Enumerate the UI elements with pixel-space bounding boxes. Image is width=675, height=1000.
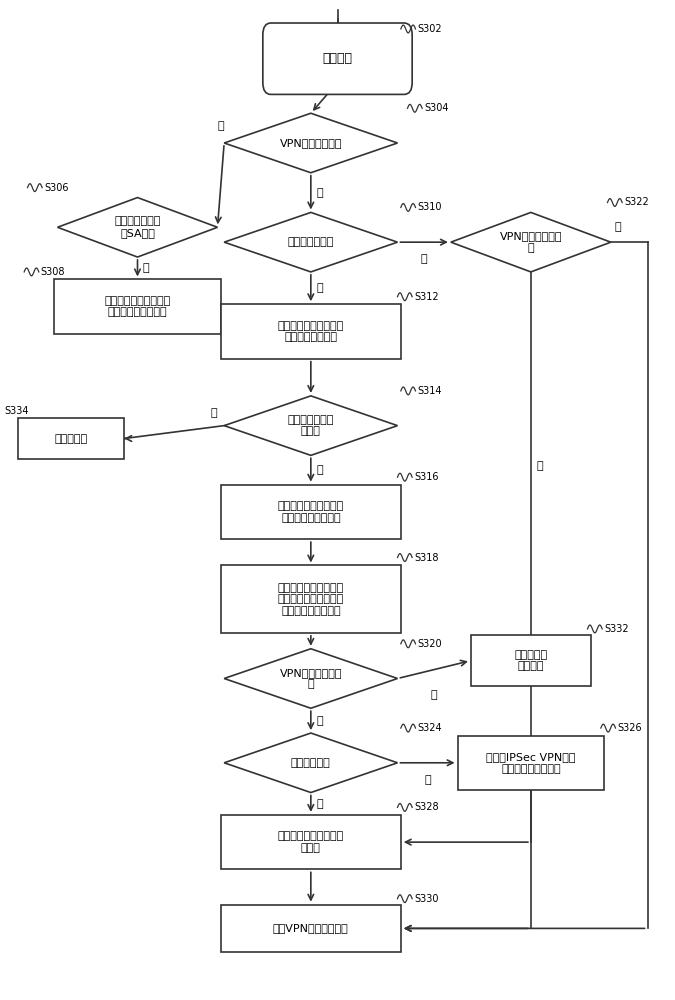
Text: 状态包过滤模块建立状
态表，包括正向和反向
连接信息和隧道信息: 状态包过滤模块建立状 态表，包括正向和反向 连接信息和隧道信息	[277, 583, 344, 616]
Text: VPN解密后的数据
包: VPN解密后的数据 包	[279, 668, 342, 689]
Text: S312: S312	[414, 292, 439, 302]
FancyBboxPatch shape	[221, 304, 401, 359]
Text: 隧道已经建立: 隧道已经建立	[291, 758, 331, 768]
Text: 是: 是	[143, 263, 149, 273]
Text: S302: S302	[418, 24, 442, 34]
FancyBboxPatch shape	[263, 23, 412, 94]
Text: S304: S304	[424, 103, 449, 113]
Text: S334: S334	[4, 406, 28, 416]
Text: 查询状态表成功: 查询状态表成功	[288, 237, 334, 247]
FancyBboxPatch shape	[221, 815, 401, 869]
Text: S316: S316	[414, 472, 439, 482]
Text: 是: 是	[536, 461, 543, 471]
Text: 否: 否	[316, 188, 323, 198]
Text: 否: 否	[316, 283, 323, 293]
Text: 工控协议且规则
为允许: 工控协议且规则 为允许	[288, 415, 334, 436]
Text: S310: S310	[418, 202, 442, 212]
Text: 按照《IPSec VPN技术
规范》进行隧道协商: 按照《IPSec VPN技术 规范》进行隧道协商	[486, 752, 576, 774]
Text: 是: 是	[217, 121, 224, 131]
Text: 按照VPN路由进行转发: 按照VPN路由进行转发	[273, 923, 349, 933]
FancyBboxPatch shape	[54, 279, 221, 334]
Text: S314: S314	[418, 386, 442, 396]
Text: VPN解密后的数据
包: VPN解密后的数据 包	[500, 231, 562, 253]
FancyBboxPatch shape	[221, 565, 401, 633]
Text: S308: S308	[40, 267, 65, 277]
FancyBboxPatch shape	[458, 736, 604, 790]
Text: 否: 否	[614, 222, 621, 232]
Polygon shape	[224, 649, 398, 708]
Text: 否: 否	[316, 716, 323, 726]
Text: 查询本地安全联
盟SA成功: 查询本地安全联 盟SA成功	[114, 216, 161, 238]
Polygon shape	[224, 396, 398, 455]
Polygon shape	[224, 113, 398, 173]
Text: 是: 是	[316, 799, 323, 809]
FancyBboxPatch shape	[221, 905, 401, 952]
Text: 是: 是	[316, 465, 323, 475]
Text: 下发连接信息和隧道信
息给状态包过滤模块: 下发连接信息和隧道信 息给状态包过滤模块	[277, 501, 344, 523]
Text: 按照状态表信息进行隧
道封装: 按照状态表信息进行隧 道封装	[277, 831, 344, 853]
Text: 接收报文: 接收报文	[323, 52, 352, 65]
FancyBboxPatch shape	[221, 485, 401, 539]
Text: 是: 是	[421, 254, 427, 264]
Text: S326: S326	[618, 723, 642, 733]
Text: S306: S306	[44, 183, 69, 193]
Text: 是: 是	[431, 690, 437, 700]
Text: 对数据包进行解密，解
密后数据包重新入栈: 对数据包进行解密，解 密后数据包重新入栈	[105, 296, 171, 317]
Text: S328: S328	[414, 802, 439, 812]
Polygon shape	[224, 733, 398, 793]
Text: 上传数据包给工控协议
引擎进行协议解析: 上传数据包给工控协议 引擎进行协议解析	[277, 321, 344, 342]
FancyBboxPatch shape	[18, 418, 124, 459]
Text: S330: S330	[414, 894, 439, 904]
Text: S320: S320	[418, 639, 442, 649]
Text: 丢弃数据包: 丢弃数据包	[54, 434, 87, 444]
Polygon shape	[57, 198, 217, 257]
Text: S322: S322	[624, 197, 649, 207]
Text: 按照路由转
发数据包: 按照路由转 发数据包	[514, 650, 547, 671]
FancyBboxPatch shape	[471, 635, 591, 686]
Text: 否: 否	[424, 775, 431, 785]
Text: S332: S332	[604, 624, 629, 634]
Text: VPN加密封装报文: VPN加密封装报文	[279, 138, 342, 148]
Text: S324: S324	[418, 723, 442, 733]
Polygon shape	[451, 212, 611, 272]
Text: 否: 否	[211, 408, 217, 418]
Polygon shape	[224, 212, 398, 272]
Text: S318: S318	[414, 553, 439, 563]
